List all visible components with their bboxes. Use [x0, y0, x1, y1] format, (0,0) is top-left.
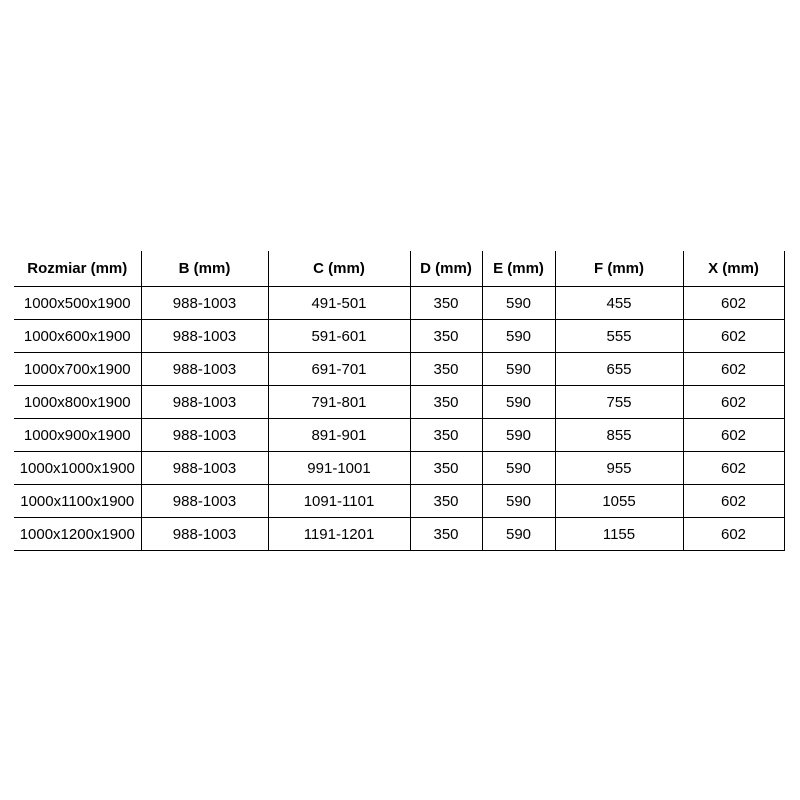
table-cell-x: 602 — [682, 319, 785, 353]
table-cell-c: 691-701 — [267, 352, 411, 386]
table-cell-b: 988-1003 — [140, 286, 269, 320]
table-cell-b: 988-1003 — [140, 319, 269, 353]
table-cell-f: 755 — [554, 385, 684, 419]
table-header-f: F (mm) — [554, 251, 684, 287]
table-row: 1000x800x1900 988-1003 791-801 350 590 7… — [14, 385, 785, 419]
table-header-c: C (mm) — [267, 251, 411, 287]
table-cell-d: 350 — [409, 418, 483, 452]
table-cell-e: 590 — [481, 418, 556, 452]
table-row: 1000x1100x1900 988-1003 1091-1101 350 59… — [14, 484, 785, 518]
table-cell-f: 555 — [554, 319, 684, 353]
table-cell-d: 350 — [409, 319, 483, 353]
table-cell-rozmiar: 1000x1000x1900 — [14, 451, 142, 485]
table-cell-rozmiar: 1000x600x1900 — [14, 319, 142, 353]
table-cell-e: 590 — [481, 451, 556, 485]
table-cell-x: 602 — [682, 451, 785, 485]
table-cell-e: 590 — [481, 352, 556, 386]
table-cell-x: 602 — [682, 385, 785, 419]
table-cell-x: 602 — [682, 517, 785, 551]
table-cell-x: 602 — [682, 418, 785, 452]
table-row: 1000x700x1900 988-1003 691-701 350 590 6… — [14, 352, 785, 386]
table-cell-b: 988-1003 — [140, 517, 269, 551]
table-cell-e: 590 — [481, 385, 556, 419]
table-cell-d: 350 — [409, 385, 483, 419]
table-row: 1000x1000x1900 988-1003 991-1001 350 590… — [14, 451, 785, 485]
table-cell-c: 791-801 — [267, 385, 411, 419]
table-cell-d: 350 — [409, 484, 483, 518]
table-cell-x: 602 — [682, 352, 785, 386]
table-cell-d: 350 — [409, 451, 483, 485]
table-cell-f: 1055 — [554, 484, 684, 518]
table-cell-b: 988-1003 — [140, 418, 269, 452]
table-cell-b: 988-1003 — [140, 451, 269, 485]
table-cell-d: 350 — [409, 286, 483, 320]
table-row: 1000x900x1900 988-1003 891-901 350 590 8… — [14, 418, 785, 452]
table-header-d: D (mm) — [409, 251, 483, 287]
table-cell-rozmiar: 1000x800x1900 — [14, 385, 142, 419]
table-header-rozmiar: Rozmiar (mm) — [14, 251, 142, 287]
table-cell-c: 891-901 — [267, 418, 411, 452]
table-cell-e: 590 — [481, 484, 556, 518]
table-cell-rozmiar: 1000x1200x1900 — [14, 517, 142, 551]
table-row: 1000x1200x1900 988-1003 1191-1201 350 59… — [14, 517, 785, 551]
table-cell-c: 991-1001 — [267, 451, 411, 485]
table-header-e: E (mm) — [481, 251, 556, 287]
table-header-row: Rozmiar (mm) B (mm) C (mm) D (mm) E (mm)… — [14, 251, 785, 287]
table-cell-f: 455 — [554, 286, 684, 320]
table-cell-c: 591-601 — [267, 319, 411, 353]
table-row: 1000x600x1900 988-1003 591-601 350 590 5… — [14, 319, 785, 353]
table-cell-x: 602 — [682, 484, 785, 518]
table-cell-rozmiar: 1000x900x1900 — [14, 418, 142, 452]
table-cell-c: 1091-1101 — [267, 484, 411, 518]
table-cell-f: 855 — [554, 418, 684, 452]
table-cell-e: 590 — [481, 286, 556, 320]
table-header-x: X (mm) — [682, 251, 785, 287]
table-cell-d: 350 — [409, 517, 483, 551]
table-cell-f: 1155 — [554, 517, 684, 551]
table-cell-rozmiar: 1000x700x1900 — [14, 352, 142, 386]
table-cell-rozmiar: 1000x500x1900 — [14, 286, 142, 320]
table-row: 1000x500x1900 988-1003 491-501 350 590 4… — [14, 286, 785, 320]
table-cell-e: 590 — [481, 517, 556, 551]
table-cell-x: 602 — [682, 286, 785, 320]
table-cell-c: 491-501 — [267, 286, 411, 320]
table-cell-e: 590 — [481, 319, 556, 353]
table-header-b: B (mm) — [140, 251, 269, 287]
table-cell-c: 1191-1201 — [267, 517, 411, 551]
table-cell-f: 955 — [554, 451, 684, 485]
table-cell-b: 988-1003 — [140, 484, 269, 518]
table-cell-b: 988-1003 — [140, 385, 269, 419]
table-cell-f: 655 — [554, 352, 684, 386]
table-cell-b: 988-1003 — [140, 352, 269, 386]
table-cell-d: 350 — [409, 352, 483, 386]
table-cell-rozmiar: 1000x1100x1900 — [14, 484, 142, 518]
size-specification-table: Rozmiar (mm) B (mm) C (mm) D (mm) E (mm)… — [14, 251, 785, 551]
